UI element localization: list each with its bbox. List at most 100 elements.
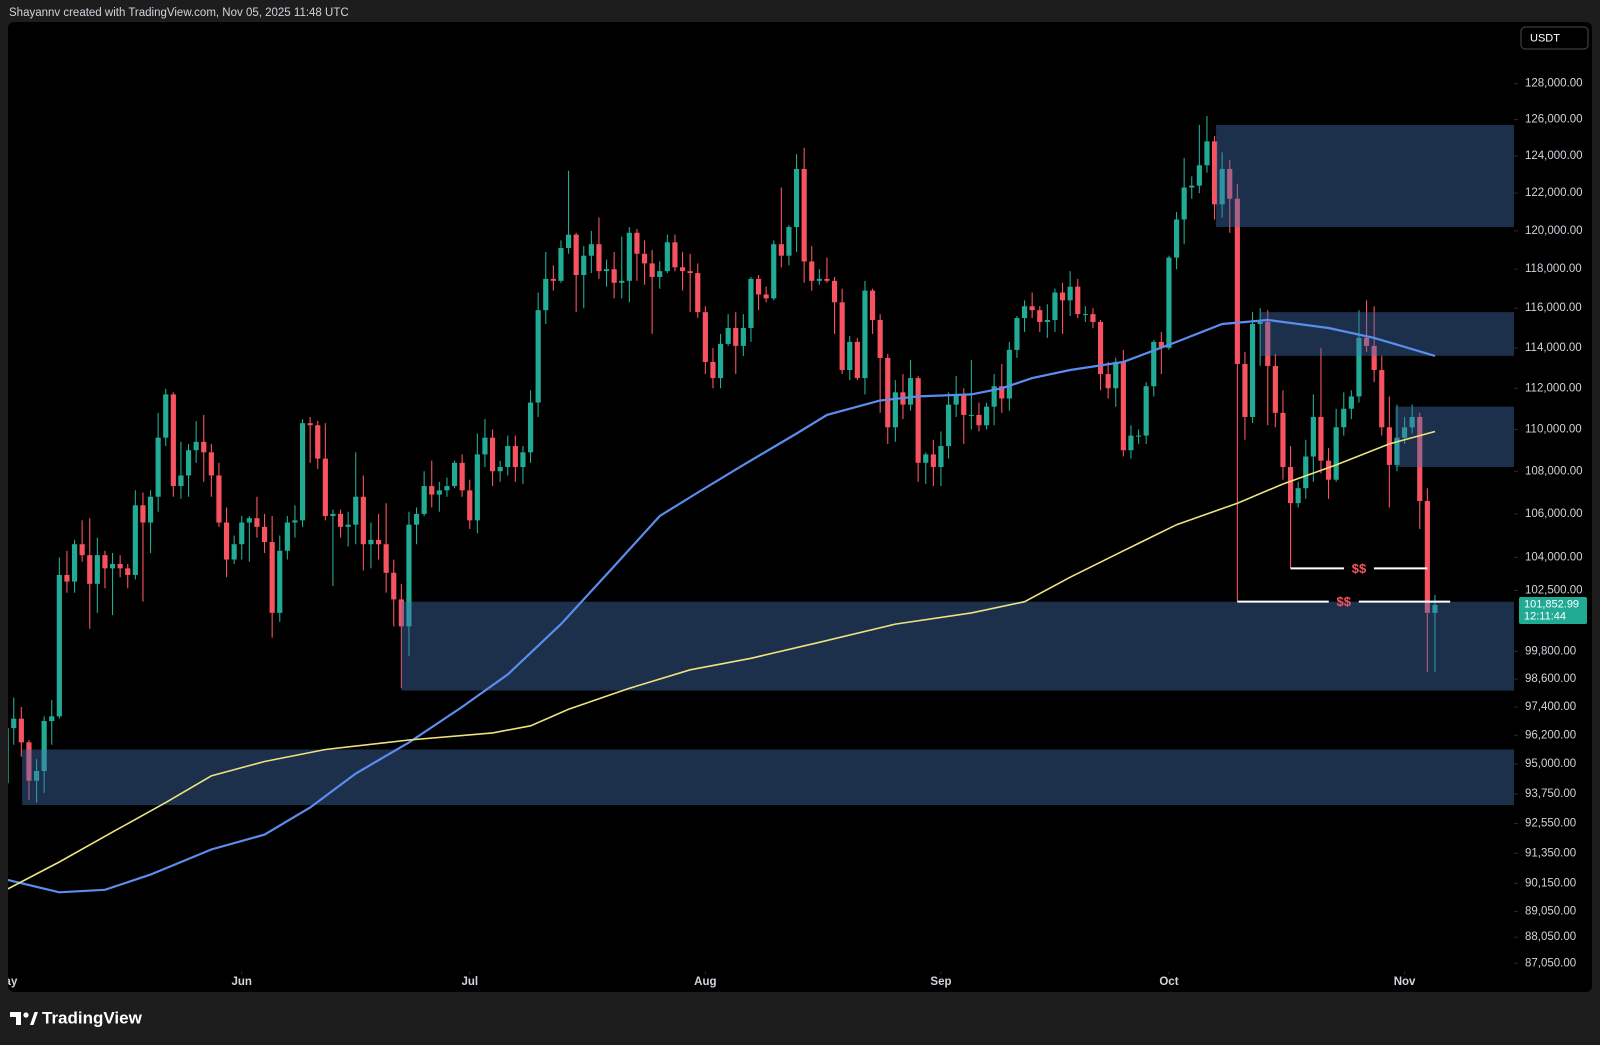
- candle-body: [360, 496, 366, 545]
- moving-average: [8, 318, 1436, 894]
- candle-body: [1059, 292, 1066, 301]
- candle-body: [953, 394, 959, 405]
- candle-body: [368, 539, 374, 545]
- candle-body: [474, 454, 480, 521]
- candle-body: [679, 267, 686, 272]
- candle-body: [102, 555, 108, 569]
- candle-body: [1173, 219, 1180, 258]
- zone: [1216, 124, 1514, 228]
- candle-body: [1424, 501, 1430, 613]
- candle-body: [1029, 306, 1035, 311]
- candle-body: [421, 486, 427, 514]
- y-tick-label: 96,200.00: [1525, 729, 1576, 741]
- candle-body: [254, 518, 260, 527]
- candle-body: [999, 386, 1005, 399]
- candle-body: [535, 310, 541, 403]
- candle-body: [208, 452, 214, 476]
- candle-body: [1014, 318, 1020, 350]
- candle-body: [277, 550, 283, 613]
- candle-body: [79, 544, 85, 556]
- candle-body: [1356, 337, 1362, 397]
- currency-box[interactable]: [1520, 26, 1589, 50]
- candle-body: [702, 312, 708, 362]
- logo-icon: [23, 1012, 29, 1018]
- candle-body: [178, 475, 184, 487]
- candle-body: [375, 539, 382, 545]
- candle-body: [1151, 341, 1157, 387]
- candle-body: [269, 542, 275, 613]
- candle-body: [1189, 185, 1195, 188]
- candle-body: [11, 718, 17, 729]
- level-label: $$: [1352, 561, 1367, 576]
- candle-body: [193, 441, 199, 451]
- candle-body: [915, 378, 921, 463]
- candle-body: [573, 234, 579, 276]
- candle-body: [930, 454, 936, 468]
- candle-body: [1257, 322, 1263, 324]
- candle-body: [18, 718, 24, 743]
- y-tick-label: 120,000.00: [1525, 225, 1583, 237]
- candle-body: [246, 518, 252, 523]
- y-tick-label: 98,600.00: [1525, 673, 1576, 685]
- candle-body: [1097, 322, 1104, 375]
- y-tick-label: 106,000.00: [1525, 508, 1583, 520]
- candle-body: [885, 357, 891, 428]
- candle-body: [961, 394, 967, 415]
- candle-body: [1196, 165, 1202, 186]
- candle-body: [444, 486, 450, 491]
- candle-body: [748, 278, 754, 328]
- candle-body: [581, 255, 587, 276]
- candle-body: [26, 742, 32, 781]
- candle-body: [436, 490, 442, 495]
- candle-body: [1082, 314, 1088, 316]
- candle-body: [49, 716, 55, 722]
- candle-body: [512, 446, 518, 468]
- candle-body: [717, 343, 724, 379]
- candle-body: [459, 462, 465, 491]
- candle-body: [907, 378, 914, 405]
- candle-body: [1006, 349, 1012, 399]
- candle-body: [1394, 437, 1400, 465]
- candle-body: [71, 544, 78, 582]
- candle-body: [1401, 427, 1408, 438]
- logo-icon: [10, 1012, 21, 1017]
- y-tick-label: 87,050.00: [1525, 957, 1576, 969]
- candle-body: [117, 563, 123, 569]
- candle-body: [1432, 604, 1438, 613]
- countdown-label: 12:11:44: [1524, 610, 1566, 622]
- plot-area: $$ $$: [8, 115, 1514, 894]
- candle-body: [41, 721, 47, 772]
- candle-body: [1417, 416, 1423, 502]
- candle-body: [923, 454, 929, 463]
- candle-body: [1409, 416, 1415, 428]
- candle-body: [877, 320, 883, 358]
- candle-body: [611, 269, 617, 283]
- y-tick-label: 126,000.00: [1525, 114, 1583, 126]
- candle-body: [793, 168, 800, 228]
- zone: [22, 749, 1514, 806]
- candle-body: [505, 446, 511, 468]
- candle-body: [520, 452, 526, 468]
- candle-body: [755, 278, 762, 295]
- candle-body: [1303, 456, 1309, 489]
- candle-body: [641, 253, 648, 264]
- candle-body: [687, 271, 693, 274]
- candle-body: [391, 572, 397, 600]
- candle-body: [155, 437, 161, 497]
- candle-body: [231, 544, 237, 560]
- y-tick-label: 97,400.00: [1525, 701, 1576, 713]
- candle-body: [763, 294, 769, 299]
- candle-body: [527, 402, 534, 453]
- candle-body: [740, 327, 746, 346]
- candle-body: [1158, 341, 1164, 348]
- candle-body: [299, 423, 306, 521]
- last-price-box: [1519, 596, 1587, 624]
- candle-body: [1143, 386, 1149, 436]
- y-tick-label: 90,150.00: [1525, 877, 1576, 889]
- candle-body: [307, 423, 313, 426]
- candle-body: [634, 232, 640, 254]
- y-tick-label: 128,000.00: [1525, 78, 1583, 90]
- candle-body: [786, 227, 792, 256]
- currency-label[interactable]: USDT: [1530, 32, 1560, 44]
